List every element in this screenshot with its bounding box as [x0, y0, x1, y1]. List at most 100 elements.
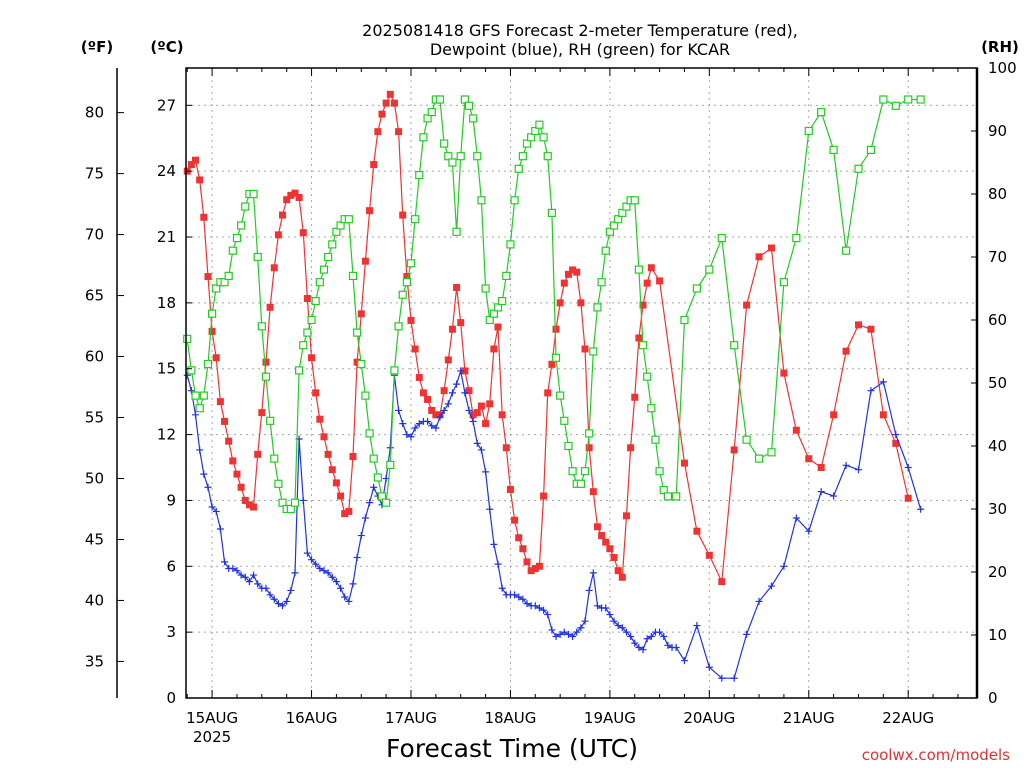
series-rh: [183, 95, 925, 514]
data-point: [486, 400, 494, 408]
data-point: [606, 611, 614, 619]
data-point: [804, 126, 813, 136]
data-point: [221, 558, 229, 566]
data-point: [221, 417, 229, 425]
data-point: [564, 630, 572, 638]
data-point: [767, 448, 776, 457]
data-point: [328, 466, 336, 474]
data-point: [634, 265, 643, 274]
data-point: [332, 479, 340, 487]
data-point: [535, 120, 544, 129]
data-point: [307, 315, 316, 325]
data-point: [345, 507, 353, 515]
data-point: [680, 315, 689, 325]
fahrenheit-tick-label: 75: [85, 165, 104, 183]
data-point: [403, 431, 411, 439]
data-point: [406, 259, 416, 268]
data-point: [841, 246, 851, 255]
x-tick-label: 15AUG: [186, 709, 238, 727]
fahrenheit-unit-label: (ºF): [81, 38, 113, 56]
celsius-tick-label: 0: [166, 689, 176, 707]
data-point: [320, 567, 328, 575]
data-point: [551, 353, 561, 362]
data-point: [241, 496, 249, 504]
data-point: [233, 567, 241, 575]
data-point: [403, 273, 411, 281]
data-point: [879, 378, 887, 386]
data-point: [370, 161, 378, 169]
data-point: [754, 454, 764, 463]
data-point: [743, 301, 751, 309]
data-point: [390, 99, 398, 107]
data-point: [274, 479, 283, 488]
data-point: [270, 595, 278, 603]
data-point: [208, 327, 216, 335]
data-point: [580, 467, 590, 476]
data-point: [614, 215, 623, 224]
data-point: [556, 299, 564, 307]
data-point: [357, 310, 365, 318]
data-point: [482, 420, 490, 428]
x-tick-label: 20AUG: [683, 709, 735, 727]
data-point: [585, 444, 593, 452]
data-point: [315, 278, 324, 287]
data-point: [494, 560, 502, 568]
data-point: [473, 439, 481, 447]
data-point: [324, 569, 332, 577]
data-point: [308, 354, 316, 362]
data-point: [622, 202, 631, 211]
data-point: [341, 510, 349, 518]
data-point: [373, 473, 382, 482]
data-point: [717, 234, 726, 243]
data-point: [386, 90, 394, 98]
data-point: [490, 345, 498, 353]
data-point: [609, 221, 619, 230]
data-point: [386, 444, 394, 452]
data-point: [548, 360, 556, 368]
data-point: [569, 633, 577, 641]
data-point: [693, 527, 701, 535]
data-point: [469, 114, 478, 123]
data-point: [312, 389, 320, 397]
data-point: [460, 95, 469, 104]
data-point: [635, 334, 643, 342]
data-point: [262, 358, 270, 366]
data-point: [598, 532, 606, 540]
data-point: [328, 573, 336, 581]
data-point: [187, 161, 195, 169]
celsius-tick-label: 3: [166, 623, 176, 641]
data-point: [718, 578, 726, 586]
data-point: [287, 191, 295, 199]
data-point: [548, 626, 556, 634]
data-point: [564, 270, 572, 278]
data-point: [270, 454, 279, 463]
data-point: [854, 164, 863, 173]
data-point: [672, 492, 681, 501]
data-point: [183, 371, 191, 379]
data-point: [415, 374, 423, 382]
data-point: [432, 424, 440, 432]
data-point: [656, 277, 664, 285]
x-tick-label: 17AUG: [385, 709, 437, 727]
data-point: [577, 299, 585, 307]
data-point: [291, 569, 299, 577]
data-point: [556, 630, 564, 638]
data-point: [377, 492, 387, 501]
data-point: [755, 597, 763, 605]
rh-tick-label: 20: [988, 563, 1007, 581]
data-point: [411, 215, 420, 224]
data-point: [290, 498, 300, 507]
data-point: [523, 558, 531, 566]
data-point: [407, 433, 415, 441]
data-point: [440, 406, 448, 414]
data-point: [320, 433, 328, 441]
data-point: [743, 630, 751, 638]
fahrenheit-tick-label: 60: [85, 348, 104, 366]
data-point: [419, 389, 427, 397]
data-point: [867, 325, 875, 333]
data-point: [283, 597, 291, 605]
data-point: [647, 264, 655, 272]
data-point: [457, 319, 465, 327]
data-point: [891, 101, 900, 110]
rh-tick-label: 40: [988, 437, 1007, 455]
